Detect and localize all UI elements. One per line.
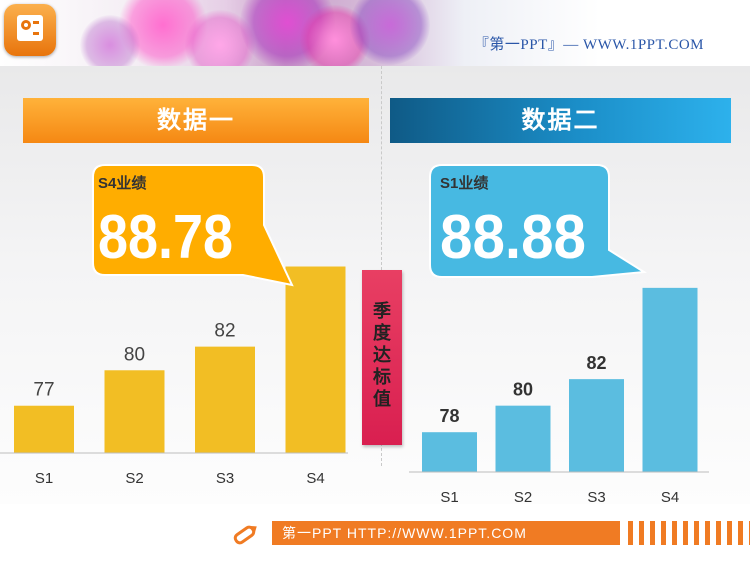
chart2-callout: S1业绩 88.88 xyxy=(429,164,648,278)
chart2-callout-label: S1业绩 xyxy=(440,174,488,192)
chart1-data-label-s2: 80 xyxy=(124,344,145,365)
powerpoint-logo-icon xyxy=(4,4,56,56)
chart1-data-label-s3: 82 xyxy=(214,321,235,342)
chart1-category-label-s1: S1 xyxy=(35,470,53,487)
chart2-bar-s3 xyxy=(569,379,624,472)
chart2-bar-s4 xyxy=(642,287,698,472)
chart1-bar-s2 xyxy=(104,370,165,453)
chart2-callout-shape xyxy=(429,164,648,278)
chart1-category-label-s4: S4 xyxy=(306,470,324,487)
chart1-callout-label: S4业绩 xyxy=(98,174,146,192)
chart2-callout-value: 88.88 xyxy=(440,203,586,272)
chart2-bar-s2 xyxy=(495,405,551,472)
chart1-bar-s1 xyxy=(14,405,74,453)
chart2-category-label-s3: S3 xyxy=(587,489,605,506)
chart1-callout-value: 88.78 xyxy=(98,203,233,272)
chart1-bar-chart: 77 S1 80 S2 82 S3 S4 S4业绩 88.78 xyxy=(0,164,348,487)
pencil-icon xyxy=(233,525,257,545)
chart2-data-label-s3: 82 xyxy=(586,353,606,373)
header-site-text: 『第一PPT』— WWW.1PPT.COM xyxy=(473,37,704,53)
panel2-title: 数据二 xyxy=(390,98,731,143)
quarterly-target-badge-text: 季度达标值 xyxy=(373,301,391,409)
footer-stripes xyxy=(628,521,750,545)
panel-divider xyxy=(381,66,382,466)
chart2-bar-chart: 78 S1 80 S2 82 S3 S4 S1业绩 88.88 xyxy=(409,164,709,506)
chart1-callout-shape xyxy=(92,164,294,287)
chart1-category-label-s3: S3 xyxy=(216,470,234,487)
chart1-category-label-s2: S2 xyxy=(125,470,143,487)
footer-text: 第一PPT HTTP://WWW.1PPT.COM xyxy=(282,525,527,541)
footer-bar: 第一PPT HTTP://WWW.1PPT.COM xyxy=(272,521,620,545)
chart2-category-label-s2: S2 xyxy=(514,489,532,506)
chart1-bar-s4 xyxy=(285,266,346,453)
quarterly-target-badge: 季度达标值 xyxy=(362,270,402,445)
chart2-category-label-s1: S1 xyxy=(440,489,458,506)
chart2-data-label-s2: 80 xyxy=(513,380,533,400)
chart2-category-label-s4: S4 xyxy=(661,489,679,506)
chart1-data-label-s1: 77 xyxy=(33,380,54,401)
chart1-callout: S4业绩 88.78 xyxy=(92,164,294,287)
panel1-title: 数据一 xyxy=(23,98,369,143)
chart2-data-label-s1: 78 xyxy=(439,406,459,426)
header-banner: 『第一PPT』— WWW.1PPT.COM xyxy=(0,0,750,66)
chart2-bar-s1 xyxy=(422,432,477,472)
chart1-bar-s3 xyxy=(195,346,255,453)
